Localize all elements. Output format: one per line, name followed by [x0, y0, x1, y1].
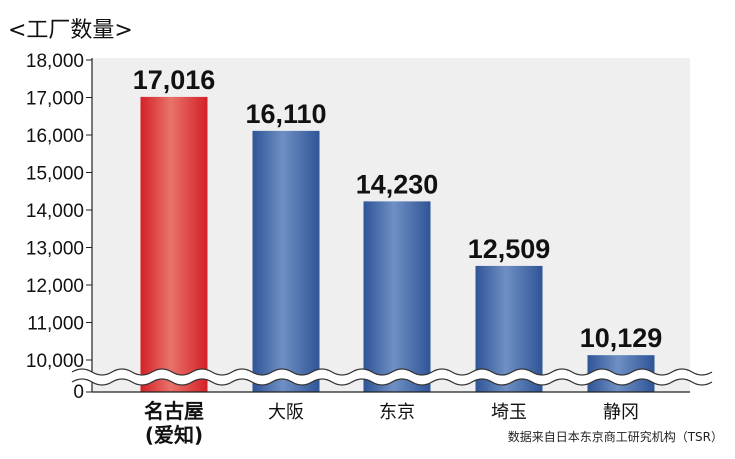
x-category-label: 大阪: [268, 402, 304, 423]
bar-value-label: 12,509: [468, 234, 551, 264]
y-tick-label: 12,000: [26, 276, 84, 297]
bar: [363, 201, 431, 392]
x-category-label: 名古屋: [144, 399, 204, 423]
x-category-label: (爱知): [145, 423, 203, 447]
x-category-label: 东京: [379, 402, 415, 423]
bar-value-label: 10,129: [580, 323, 663, 353]
y-tick-label-zero: 0: [73, 382, 84, 403]
axis-break-line: [71, 378, 713, 386]
y-tick-label: 18,000: [26, 51, 84, 72]
axis-break-line: [71, 368, 713, 376]
bar: [252, 130, 320, 392]
y-tick-label: 17,000: [26, 89, 84, 110]
bar-value-label: 17,016: [133, 65, 216, 95]
source-note: 数据来自日本东京商工研究机构（TSR）: [507, 430, 723, 444]
y-tick-label: 13,000: [26, 239, 84, 260]
bar-value-label: 14,230: [356, 169, 439, 199]
y-tick-label: 16,000: [26, 126, 84, 147]
y-tick-label: 10,000: [26, 351, 84, 372]
x-category-label: 埼玉: [491, 402, 527, 423]
bar-value-label: 16,110: [245, 99, 326, 129]
y-tick-label: 11,000: [27, 314, 84, 335]
bar: [140, 96, 208, 393]
x-category-label: 静冈: [603, 402, 639, 423]
y-tick-label: 14,000: [26, 201, 84, 222]
axis-break-band: [69, 369, 715, 385]
y-tick-label: 15,000: [26, 164, 84, 185]
chart-title: <工厂数量>: [8, 18, 133, 43]
